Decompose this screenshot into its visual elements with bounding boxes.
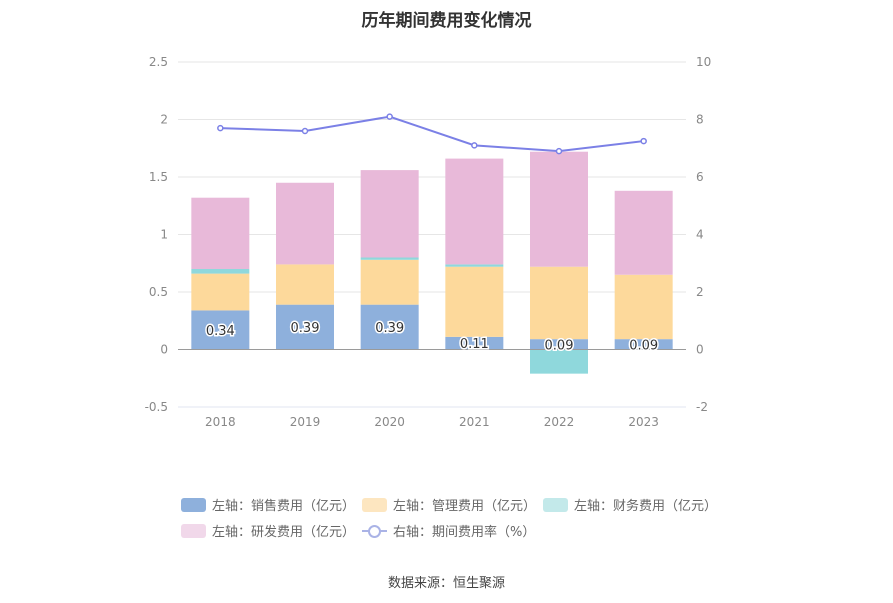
label-layer: 0.34 0.39 0.39 0.11 0.09 0.09 — [204, 320, 659, 355]
legend-item-finance[interactable]: 左轴：财务费用（亿元） — [543, 495, 717, 514]
left-axis-tick-label: 0.5 — [149, 285, 168, 299]
chart-title: 历年期间费用变化情况 — [361, 11, 532, 31]
bar-finance — [360, 257, 419, 260]
x-axis-tick-label: 2018 — [205, 415, 236, 429]
bar-admin — [614, 274, 673, 340]
bar-value-label: 0.39 — [375, 321, 404, 336]
legend-label-rate: 右轴：期间费用率（%） — [393, 525, 536, 540]
legend-label-rnd: 左轴：研发费用（亿元） — [212, 525, 356, 540]
rate-point — [217, 124, 224, 132]
right-axis-tick-label: 8 — [696, 113, 704, 127]
right-axis-tick-label: 2 — [696, 285, 704, 299]
bar-sales — [445, 336, 504, 350]
x-axis-tick-label: 2020 — [374, 415, 405, 429]
x-axis-tick-label: 2022 — [544, 415, 575, 429]
bar-finance — [191, 269, 250, 274]
bars-layer — [191, 151, 673, 374]
bar-sales — [276, 304, 334, 350]
x-axis-tick-label: 2021 — [459, 415, 490, 429]
bar-finance — [530, 349, 588, 374]
x-axis-tick-label: 2023 — [628, 415, 659, 429]
legend-item-admin[interactable]: 左轴：管理费用（亿元） — [362, 495, 536, 514]
grid-layer — [178, 61, 686, 408]
right-axis-tick-label: 0 — [696, 343, 704, 357]
bar-value-label: 0.39 — [291, 321, 320, 336]
bar-rnd — [445, 158, 504, 265]
line-layer — [217, 113, 647, 155]
left-axis-tick-label: 0 — [160, 343, 168, 357]
legend-swatch-finance — [543, 497, 568, 512]
legend-item-rate[interactable]: 右轴：期间费用率（%） — [362, 521, 535, 540]
rate-point — [301, 127, 309, 135]
rate-point — [386, 113, 393, 120]
x-axis-tick-label: 2019 — [290, 415, 321, 429]
legend-swatch-admin — [362, 497, 387, 512]
bar-value-label: 0.09 — [629, 338, 658, 353]
bar-sales — [191, 310, 250, 350]
bar-admin — [276, 264, 334, 305]
bar-value-label: 0.09 — [545, 338, 574, 353]
rate-point — [640, 137, 647, 145]
rate-line — [220, 115, 644, 153]
bar-rnd — [530, 151, 588, 267]
bar-sales — [360, 304, 419, 350]
left-axis-tick-label: 2 — [160, 113, 168, 127]
bar-admin — [530, 266, 588, 340]
legend-item-sales[interactable]: 左轴：销售费用（亿元） — [181, 495, 355, 514]
legend-label-admin: 左轴：管理费用（亿元） — [393, 499, 537, 514]
legend-swatch-sales — [181, 497, 206, 512]
left-axis-tick-label: 1 — [160, 228, 168, 242]
left-axis-tick-label: -0.5 — [145, 400, 168, 414]
bar-finance — [445, 264, 504, 267]
bar-admin — [445, 266, 504, 337]
bar-value-label: 0.34 — [206, 324, 235, 339]
data-source: 数据来源：恒生聚源 — [387, 576, 505, 591]
right-axis-tick-label: -2 — [696, 400, 708, 414]
axis-layer: -0.5 0 0.5 1 1.5 2 2.5 -2 0 2 4 6 8 10 2018 2019 2020 202… — [145, 55, 712, 429]
right-axis-tick-label: 4 — [696, 228, 704, 242]
bar-sales — [614, 339, 673, 350]
legend-label-sales: 左轴：销售费用（亿元） — [212, 499, 356, 514]
right-axis-tick-label: 6 — [696, 170, 704, 184]
bar-rnd — [276, 182, 334, 265]
legend-line-marker-icon — [362, 524, 387, 538]
bar-admin — [191, 273, 250, 311]
right-axis-tick-label: 10 — [696, 55, 711, 69]
bar-rnd — [614, 190, 673, 275]
rate-point — [555, 147, 563, 155]
left-axis-tick-label: 1.5 — [149, 170, 168, 184]
legend-label-finance: 左轴：财务费用（亿元） — [574, 499, 718, 514]
bar-sales — [530, 339, 588, 350]
bar-rnd — [191, 197, 250, 269]
legend-item-rnd[interactable]: 左轴：研发费用（亿元） — [181, 521, 355, 540]
legend-swatch-rnd — [181, 523, 206, 538]
bar-value-label: 0.11 — [460, 337, 489, 352]
left-axis-tick-label: 2.5 — [149, 55, 168, 69]
bar-admin — [360, 259, 419, 305]
bar-rnd — [360, 170, 419, 258]
rate-point — [471, 142, 478, 149]
